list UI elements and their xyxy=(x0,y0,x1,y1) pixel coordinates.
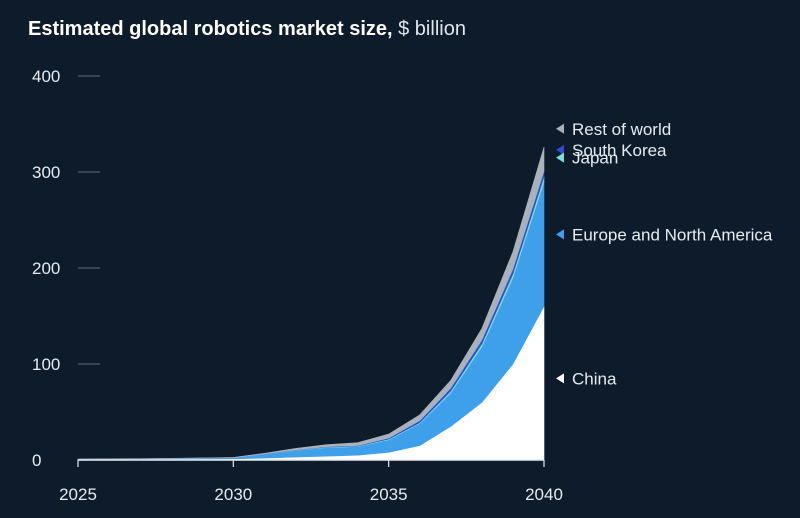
y-tick-label-300: 300 xyxy=(32,163,60,182)
chart-title-main: Estimated global robotics market size, xyxy=(28,18,393,40)
series-area-rest-of-world xyxy=(77,146,545,460)
legend-label-rest-of-world: Rest of world xyxy=(572,120,671,139)
y-tick-label-0: 0 xyxy=(32,451,41,470)
y-tick-label-400: 400 xyxy=(32,67,60,86)
legend-marker-europe-and-north-america xyxy=(556,229,564,240)
x-tick-label-2025: 2025 xyxy=(59,485,97,504)
chart-title: Estimated global robotics market size, $… xyxy=(28,18,466,41)
legend-label-south-korea: South Korea xyxy=(572,141,667,160)
legend-label-china: China xyxy=(572,369,617,388)
legend-marker-rest-of-world xyxy=(556,123,564,134)
legend-label-europe-and-north-america: Europe and North America xyxy=(572,225,773,244)
x-tick-label-2030: 2030 xyxy=(214,485,252,504)
y-tick-label-200: 200 xyxy=(32,259,60,278)
chart-title-unit: $ billion xyxy=(398,18,466,40)
y-tick-label-100: 100 xyxy=(32,355,60,374)
legend-marker-south-korea xyxy=(556,144,564,155)
x-tick-label-2040: 2040 xyxy=(525,485,563,504)
legend-label-japan: Japan xyxy=(572,149,618,168)
legend-marker-japan xyxy=(556,152,564,163)
x-tick-label-2035: 2035 xyxy=(370,485,408,504)
legend-marker-china xyxy=(556,373,564,384)
